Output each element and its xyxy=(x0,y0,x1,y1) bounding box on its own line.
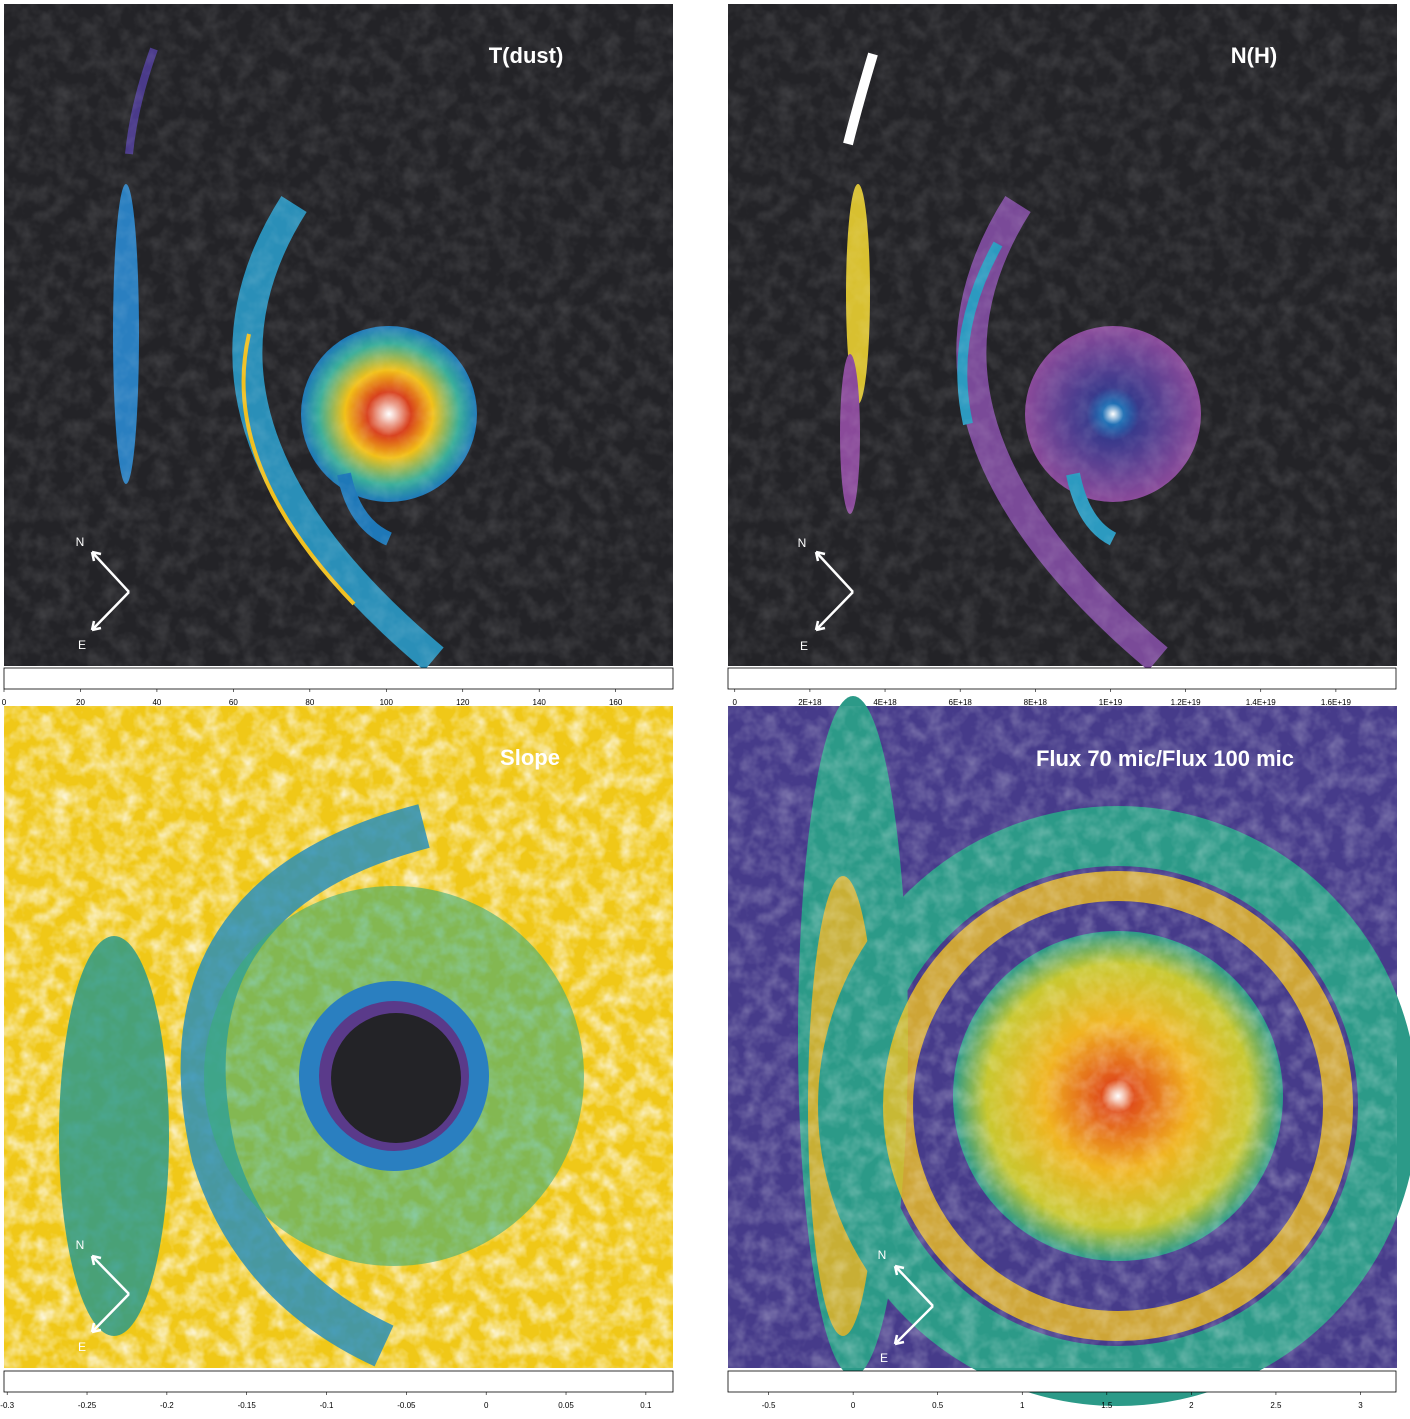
panel-title: Flux 70 mic/Flux 100 mic xyxy=(1036,746,1294,771)
east-label: E xyxy=(78,1340,86,1354)
hole xyxy=(331,1013,461,1143)
east-label: E xyxy=(78,638,86,652)
colorbar-tick-label: 1.2E+19 xyxy=(1171,698,1202,707)
colorbar-tick-label: 40 xyxy=(152,698,161,707)
colorbar-tick-label: -0.1 xyxy=(320,1401,334,1410)
east-label: E xyxy=(880,1351,888,1365)
colorbar-tick-label: 20 xyxy=(76,698,85,707)
colorbar-tick-label: 0 xyxy=(484,1401,489,1410)
colorbar xyxy=(727,1370,1397,1393)
panel xyxy=(728,696,1410,1406)
colorbar-tick-label: 80 xyxy=(305,698,314,707)
north-label: N xyxy=(76,1238,85,1252)
panel xyxy=(728,4,1397,671)
arc xyxy=(180,804,430,1367)
colorbar-tick-label: 2.5 xyxy=(1270,1401,1282,1410)
colorbar xyxy=(3,1370,674,1393)
panel xyxy=(4,4,673,671)
texture xyxy=(728,4,1397,666)
panel-title: N(H) xyxy=(1231,43,1277,68)
colorbar-tick-label: 0.05 xyxy=(558,1401,574,1410)
panel xyxy=(4,706,673,1368)
colorbar xyxy=(727,667,1397,690)
strip xyxy=(59,936,169,1336)
colorbar-tick-label: 1.6E+19 xyxy=(1321,698,1352,707)
north-label: N xyxy=(798,536,807,550)
colorbar-tick-label: 100 xyxy=(380,698,394,707)
colorbar-tick-label: -0.2 xyxy=(160,1401,174,1410)
compass xyxy=(90,550,934,1346)
east-label: E xyxy=(800,639,808,653)
panel-title: T(dust) xyxy=(489,43,564,68)
north-label: N xyxy=(76,535,85,549)
colorbar-tick-label: 0 xyxy=(733,698,738,707)
colorbar-tick-label: 0 xyxy=(2,698,7,707)
colorbar-tick-label: 2 xyxy=(1189,1401,1194,1410)
colorbar-tick-label: 1.5 xyxy=(1101,1401,1113,1410)
colorbar-tick-label: -0.3 xyxy=(0,1401,14,1410)
colorbar-tick-label: 120 xyxy=(456,698,470,707)
north-label: N xyxy=(878,1248,887,1262)
colorbar-tick-label: 0.5 xyxy=(932,1401,944,1410)
colorbar-tick-label: 4E+18 xyxy=(873,698,897,707)
colorbar-tick-label: -0.05 xyxy=(397,1401,416,1410)
colorbar-tick-label: 3 xyxy=(1358,1401,1363,1410)
colorbar-tick-label: 8E+18 xyxy=(1024,698,1048,707)
colorbar-tick-label: 1.4E+19 xyxy=(1246,698,1277,707)
colorbar-tick-label: -0.5 xyxy=(762,1401,776,1410)
colorbar-tick-label: 160 xyxy=(609,698,623,707)
colorbar-tick-label: 0.1 xyxy=(640,1401,652,1410)
colorbar-tick-label: 1 xyxy=(1020,1401,1025,1410)
colorbar-tick-label: 1E+19 xyxy=(1099,698,1123,707)
colorbar-tick-label: 0 xyxy=(851,1401,856,1410)
texture xyxy=(4,4,673,666)
colorbar-tick-label: -0.25 xyxy=(78,1401,97,1410)
colorbar-tick-label: 60 xyxy=(229,698,238,707)
colorbar xyxy=(3,667,674,690)
colorbar-tick-label: 2E+18 xyxy=(798,698,822,707)
panel-title: Slope xyxy=(500,745,560,770)
colorbar-tick-label: 6E+18 xyxy=(949,698,973,707)
texture xyxy=(728,706,1397,1368)
colorbar-tick-label: -0.15 xyxy=(238,1401,257,1410)
colorbar-tick-label: 140 xyxy=(533,698,547,707)
